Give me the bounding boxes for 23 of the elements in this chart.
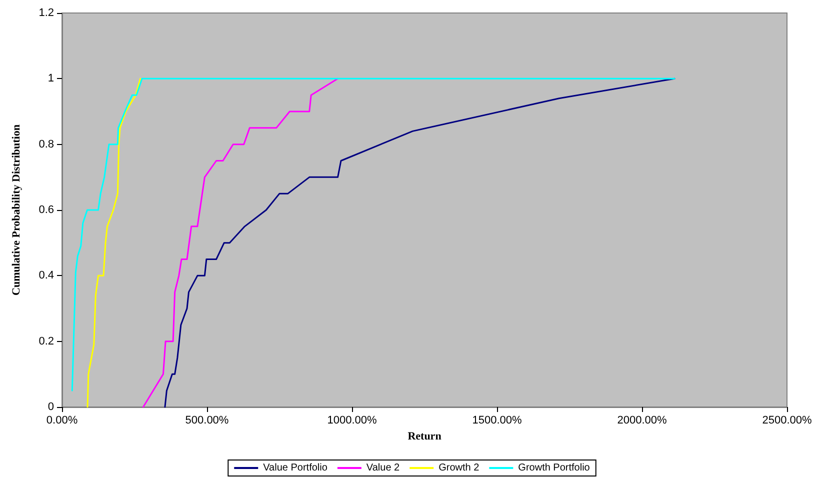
line-series bbox=[86, 78, 142, 408]
y-tick-label: 0.2 bbox=[38, 335, 54, 348]
line-series bbox=[142, 78, 339, 408]
y-tick-label: 0.6 bbox=[38, 204, 54, 216]
y-tick-label: 1.2 bbox=[38, 7, 54, 19]
line-series bbox=[71, 78, 676, 392]
x-tick-label: 0.00% bbox=[46, 414, 78, 426]
legend-label: Growth Portfolio bbox=[518, 462, 590, 474]
x-tick-label: 2000.00% bbox=[617, 414, 667, 426]
x-tick-label: 500.00% bbox=[185, 414, 229, 426]
x-tick-label: 1000.00% bbox=[327, 414, 377, 426]
legend-label: Growth 2 bbox=[438, 462, 480, 474]
legend-label: Value Portfolio bbox=[263, 462, 328, 474]
x-tick-label: 1500.00% bbox=[472, 414, 522, 426]
x-tick-label: 2500.00% bbox=[762, 414, 812, 426]
legend-label: Value 2 bbox=[366, 462, 400, 474]
line-series bbox=[164, 78, 676, 408]
x-axis-title: Return bbox=[408, 430, 442, 442]
y-tick-label: 0.8 bbox=[38, 138, 54, 150]
y-tick-label: 0 bbox=[48, 401, 54, 413]
y-axis-title: Cumulative Probability Distribution bbox=[10, 124, 22, 296]
y-tick-label: 1 bbox=[48, 72, 54, 85]
y-tick-label: 0.4 bbox=[38, 270, 54, 282]
